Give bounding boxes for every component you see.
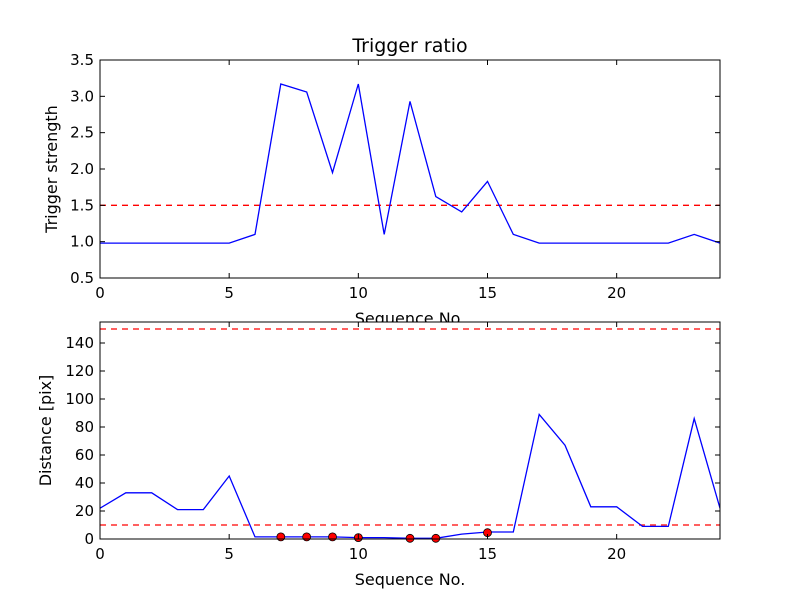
- data-point-marker: [328, 532, 337, 542]
- data-point-marker: [302, 532, 312, 542]
- y-axis-label: Trigger strength: [42, 105, 61, 234]
- x-tick-label: 20: [607, 284, 626, 302]
- y-tick-label: 60: [75, 446, 94, 464]
- y-tick-label: 2.5: [70, 124, 94, 142]
- series-line: [100, 83, 720, 244]
- x-axis-label: Sequence No.: [355, 570, 466, 589]
- y-tick-label: 1.5: [70, 196, 94, 214]
- y-tick-label: 1.0: [70, 233, 94, 251]
- y-tick-label: 2.0: [70, 160, 94, 178]
- y-tick-label: 3.5: [70, 51, 94, 69]
- x-tick-label: 10: [349, 284, 368, 302]
- chart-title: Trigger ratio: [351, 35, 467, 57]
- y-tick-label: 80: [75, 418, 94, 436]
- x-tick-label: 20: [607, 545, 626, 563]
- plot-frame: [99, 321, 721, 540]
- y-tick-label: 120: [65, 362, 94, 380]
- y-axis-label: Distance [pix]: [36, 375, 55, 487]
- plot-area: [100, 60, 720, 278]
- y-tick-label: 3.0: [70, 87, 94, 105]
- distance-plot: 0 5 10 15 20 0 20 40 60 80 100 120 140 Sequence No. Di…: [36, 321, 721, 589]
- x-tick-label: 0: [95, 284, 105, 302]
- x-tick-label: 15: [478, 284, 497, 302]
- x-tick-label: 5: [224, 284, 234, 302]
- plot-area: [100, 322, 720, 539]
- y-tick-label: 100: [65, 390, 94, 408]
- x-tick-label: 5: [224, 545, 234, 563]
- y-tick-label: 140: [65, 334, 94, 352]
- y-tick-label: 20: [75, 502, 94, 520]
- x-tick-label: 10: [349, 545, 368, 563]
- data-point-marker: [405, 533, 415, 543]
- data-point-marker: [431, 533, 441, 543]
- data-point-marker: [276, 532, 286, 542]
- y-tick-label: 40: [75, 474, 94, 492]
- y-tick-label: 0.5: [70, 269, 94, 287]
- x-tick-label: 0: [95, 545, 105, 563]
- y-tick-label: 0: [84, 530, 94, 548]
- x-tick-label: 15: [478, 545, 497, 563]
